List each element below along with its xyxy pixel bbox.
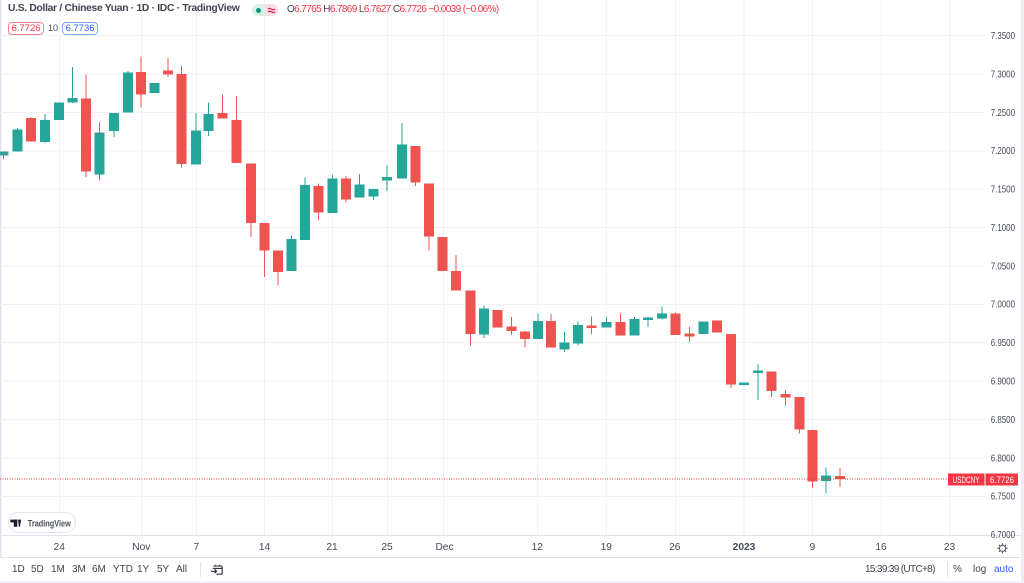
svg-text:6.9500: 6.9500 (991, 338, 1016, 349)
svg-text:7: 7 (193, 542, 199, 553)
svg-text:6.9000: 6.9000 (991, 377, 1016, 388)
svg-text:USDCNY: USDCNY (953, 475, 980, 485)
svg-text:Dec: Dec (435, 542, 453, 553)
svg-text:6.7726: 6.7726 (990, 475, 1014, 485)
svg-text:6.7500: 6.7500 (991, 492, 1016, 503)
svg-text:21: 21 (326, 542, 338, 553)
svg-text:24: 24 (54, 542, 66, 553)
svg-text:14: 14 (259, 542, 271, 553)
svg-text:7.1500: 7.1500 (991, 185, 1016, 196)
svg-text:6.8500: 6.8500 (991, 415, 1016, 426)
svg-text:7.2500: 7.2500 (991, 108, 1016, 119)
svg-text:12: 12 (532, 542, 544, 553)
svg-text:Nov: Nov (132, 542, 151, 553)
svg-text:7.2000: 7.2000 (991, 146, 1016, 157)
svg-text:6.8000: 6.8000 (991, 453, 1016, 464)
svg-text:9: 9 (810, 542, 816, 553)
svg-text:7.0000: 7.0000 (991, 300, 1016, 311)
svg-text:7.3000: 7.3000 (991, 69, 1016, 80)
svg-text:26: 26 (669, 542, 681, 553)
svg-text:19: 19 (601, 542, 613, 553)
svg-text:7.3500: 7.3500 (991, 31, 1016, 42)
svg-text:7.0500: 7.0500 (991, 261, 1016, 272)
svg-text:16: 16 (875, 542, 887, 553)
svg-text:2023: 2023 (733, 542, 756, 553)
svg-text:7.1000: 7.1000 (991, 223, 1016, 234)
svg-text:23: 23 (944, 542, 956, 553)
svg-text:25: 25 (381, 542, 393, 553)
svg-text:6.7000: 6.7000 (991, 530, 1016, 541)
svg-text:TradingView: TradingView (28, 519, 72, 529)
